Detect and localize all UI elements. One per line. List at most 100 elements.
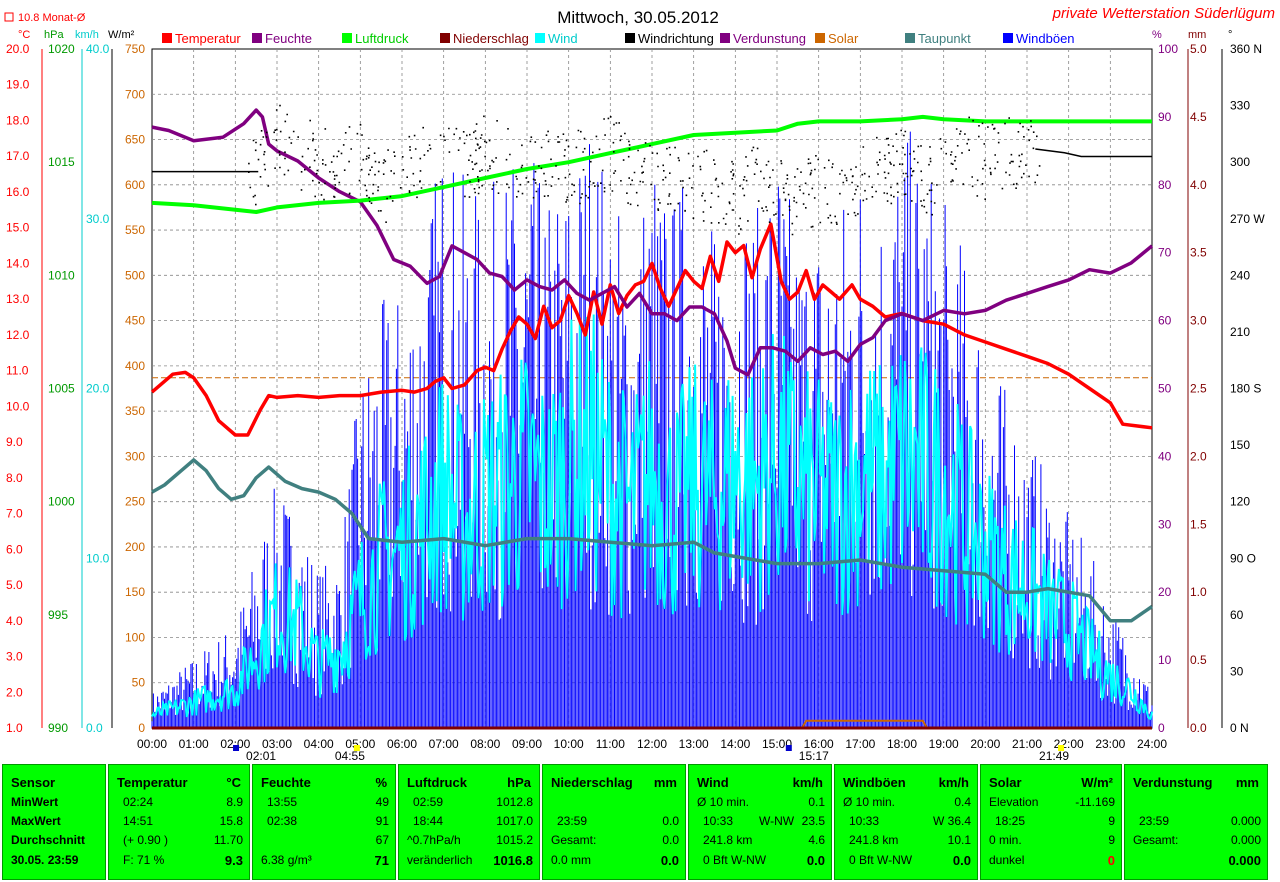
windboeen-unit: km/h (938, 775, 969, 790)
boeen-avg10-value: 0.4 (954, 795, 971, 809)
direction-tick-label: 180 S (1230, 382, 1261, 396)
sensor-row-max: MaxWert (11, 814, 61, 828)
pressure-unit: hPa (44, 29, 64, 41)
temp-tick-label: 8.0 (6, 471, 23, 485)
solar-duration: 0 min. (989, 833, 1022, 847)
boeen-current-value: 0.0 (952, 853, 971, 868)
feuchte-avg-value: 67 (375, 833, 389, 847)
wind-max-value: 23.5 (801, 814, 825, 828)
stats-panel: Sensor MinWert MaxWert Durchschnitt 30.0… (0, 762, 1280, 882)
solar-tick-label: 300 (125, 449, 145, 463)
regen-time: 23:59 (557, 814, 588, 828)
temp-tick-label: 3.0 (6, 650, 23, 664)
regen-gesamt-value: 0.0 (662, 833, 679, 847)
legend-swatch (535, 33, 545, 43)
wind-tick-label: 40.0 (86, 42, 110, 56)
temp-trend: (+ 0.90 ) (123, 833, 169, 847)
legend-swatch (440, 33, 450, 43)
humidity-tick-label: 70 (1158, 246, 1172, 260)
temperatur-unit: °C (226, 775, 241, 790)
time-tick-label: 18:00 (887, 737, 917, 751)
time-tick-label: 24:00 (1137, 737, 1167, 751)
wind-avg10-value: 0.1 (808, 795, 825, 809)
legend-label: Windböen (1016, 31, 1075, 46)
sun-marker-icon (1058, 745, 1065, 751)
humidity-tick-label: 60 (1158, 314, 1172, 328)
humidity-tick-label: 100 (1158, 42, 1178, 56)
pressure-tick-label: 995 (48, 608, 68, 622)
temp-tick-label: 19.0 (6, 78, 30, 92)
legend-swatch (905, 33, 915, 43)
legend-label: Feuchte (265, 31, 312, 46)
solar-tick-label: 600 (125, 178, 145, 192)
panel-feuchte: Feuchte % 13:55 49 02:38 91 67 6.38 g/m³ 71 (252, 764, 396, 880)
direction-tick-label: 0 N (1230, 721, 1249, 735)
legend-swatch (1003, 33, 1013, 43)
solar-state: dunkel (989, 853, 1025, 867)
temp-tick-label: 17.0 (6, 149, 30, 163)
time-tick-label: 10:00 (554, 737, 584, 751)
rain-tick-label: 2.5 (1190, 382, 1207, 396)
solar-unit: W/m² (1081, 775, 1113, 790)
solar-header: Solar (989, 775, 1022, 790)
temp-tick-label: 20.0 (6, 42, 30, 56)
temperatur-series (150, 222, 1153, 437)
luftdruck-unit: hPa (507, 775, 531, 790)
solar-unit: W/m² (108, 29, 135, 41)
solar-tick-label: 750 (125, 42, 145, 56)
regen-current-value: 0.0 (660, 853, 679, 868)
legend-item: Solar (815, 31, 859, 46)
legend-item: Niederschlag (440, 31, 529, 46)
feuchte-min-time: 13:55 (267, 795, 298, 809)
wind-current-value: 0.0 (806, 853, 825, 868)
legend-label: Wind (548, 31, 578, 46)
sun-marker-label: 21:49 (1039, 749, 1069, 762)
sun-marker-label: 15:17 (799, 749, 829, 762)
druck-avg-value: 1015.2 (496, 833, 533, 847)
pressure-tick-label: 1010 (48, 268, 75, 282)
legend-swatch (162, 33, 172, 43)
panel-temperatur: Temperatur °C 02:24 8.9 14:51 15.8 (+ 0.90… (108, 764, 250, 880)
temp-tick-label: 4.0 (6, 614, 23, 628)
sun-marker-icon (353, 745, 360, 751)
humidity-tick-label: 50 (1158, 382, 1172, 396)
solar-elevation-value: -11.169 (1075, 795, 1115, 809)
time-tick-label: 11:00 (596, 737, 625, 751)
direction-tick-label: 270 W (1230, 212, 1265, 226)
time-tick-label: 14:00 (720, 737, 750, 751)
druck-max-time: 18:44 (413, 814, 444, 828)
panel-sensor: Sensor MinWert MaxWert Durchschnitt 30.0… (2, 764, 106, 880)
legend-label: Verdunstung (733, 31, 806, 46)
temp-tick-label: 5.0 (6, 578, 23, 592)
feuchte-abs: 6.38 g/m³ (261, 853, 312, 867)
solar-tick-label: 0 (138, 721, 145, 735)
time-tick-label: 21:00 (1012, 737, 1042, 751)
time-tick-label: 05:00 (345, 737, 375, 751)
regen-mm: 0.0 mm (551, 853, 592, 867)
solar-tick-label: 550 (125, 223, 145, 237)
temp-tick-label: 15.0 (6, 221, 30, 235)
legend-item: Temperatur (162, 31, 241, 46)
time-tick-label: 00:00 (137, 737, 167, 751)
direction-tick-label: 150 (1230, 438, 1250, 452)
time-tick-label: 12:00 (637, 737, 667, 751)
humidity-tick-label: 90 (1158, 110, 1172, 124)
legend-item: Feuchte (252, 31, 312, 46)
panel-verdunstung: Verdunstung mm 23:59 0.000 Gesamt: 0.000 0… (1124, 764, 1268, 880)
solar-tick-label: 400 (125, 359, 145, 373)
direction-tick-label: 330 (1230, 99, 1250, 113)
niederschlag-header: Niederschlag (551, 775, 633, 790)
time-tick-label: 04:00 (304, 737, 334, 751)
temp-max-time: 14:51 (123, 814, 154, 828)
boeen-max-value: 36.4 (947, 814, 971, 828)
feuchte-min-value: 49 (375, 795, 389, 809)
wind-unit: km/h (792, 775, 823, 790)
humidity-unit: % (1152, 29, 1162, 41)
solar-tick-label: 100 (125, 630, 145, 644)
time-tick-label: 09:00 (512, 737, 542, 751)
verdunstung-header: Verdunstung (1133, 775, 1213, 790)
legend-label: Windrichtung (638, 31, 714, 46)
solar-current-value: 0 (1107, 853, 1115, 868)
pressure-tick-label: 1000 (48, 495, 75, 509)
boeen-weg: 241.8 km (849, 833, 899, 847)
